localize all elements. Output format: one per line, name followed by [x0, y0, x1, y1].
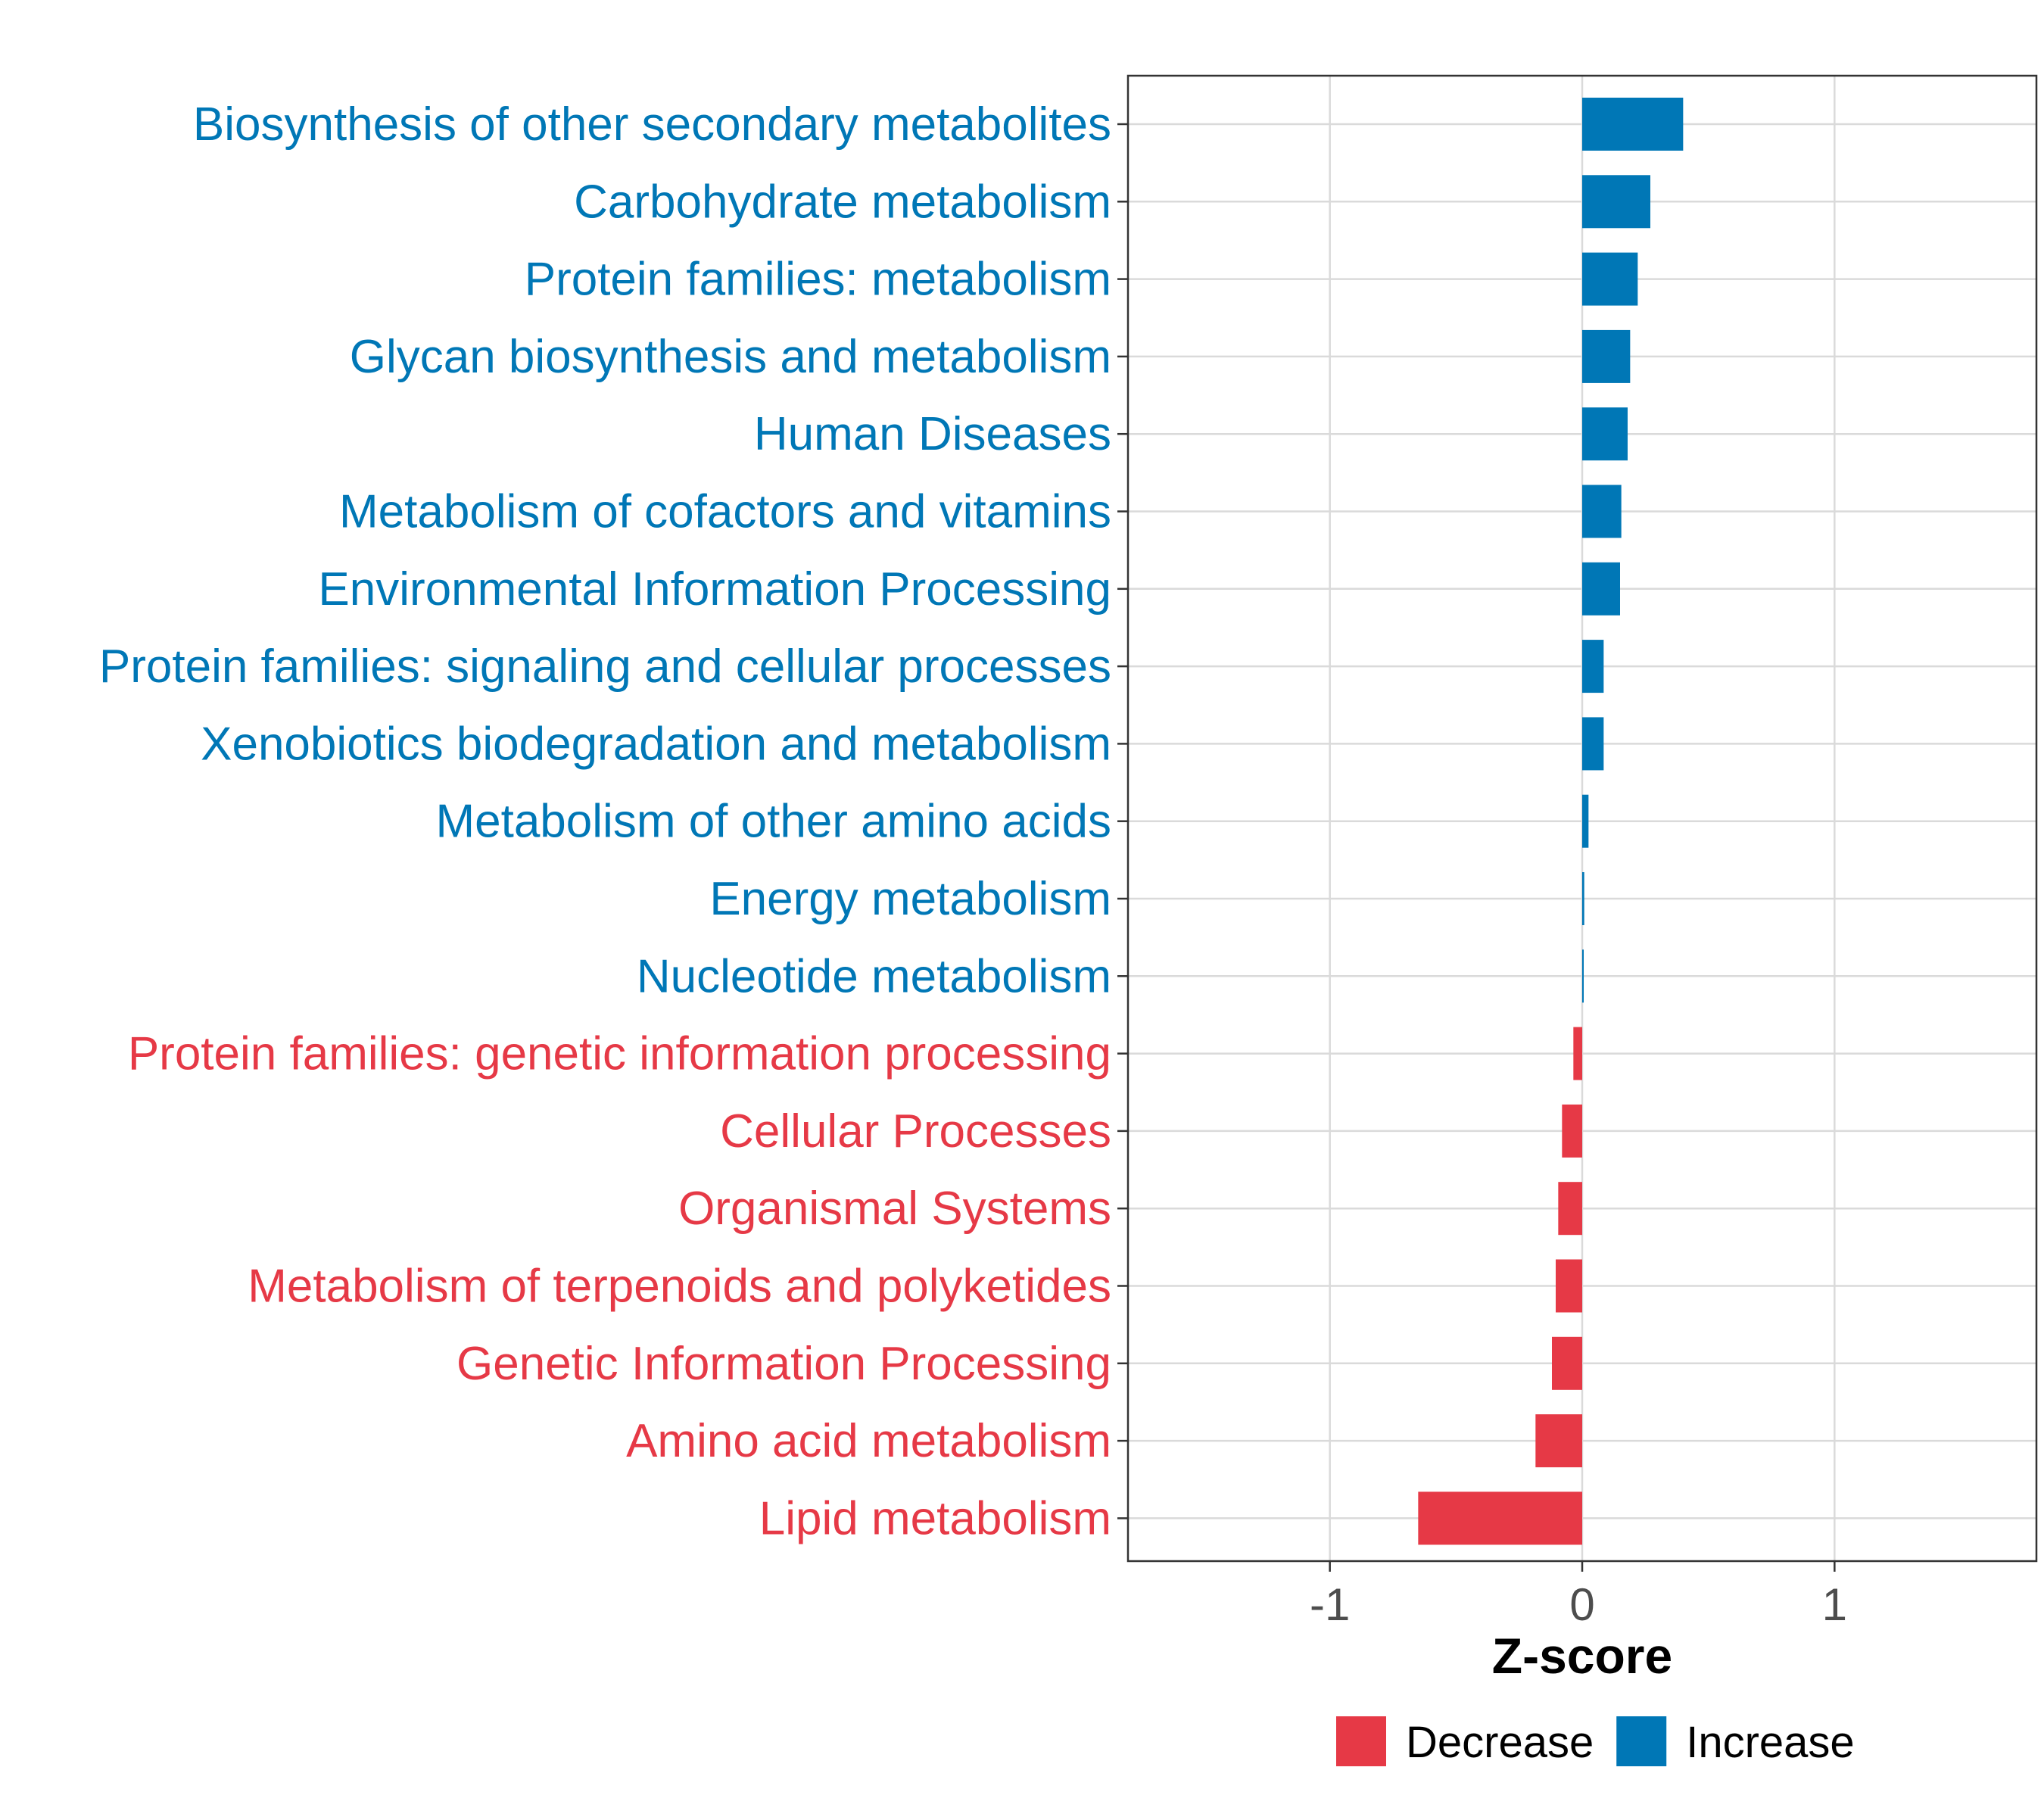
category-label: Xenobiotics biodegradation and metabolis…: [201, 718, 1111, 770]
category-label: Cellular Processes: [720, 1105, 1111, 1158]
y-axis-labels: Biosynthesis of other secondary metaboli…: [99, 98, 1111, 1544]
category-label: Metabolism of other amino acids: [435, 796, 1111, 848]
x-tick-label: 0: [1569, 1579, 1594, 1630]
x-tick-label: 1: [1822, 1579, 1847, 1630]
category-label: Protein families: signaling and cellular…: [99, 640, 1111, 693]
bar: [1582, 949, 1584, 1003]
x-axis-labels: -1 0 1: [1310, 1579, 1847, 1630]
legend-label: Decrease: [1406, 1718, 1594, 1767]
bar: [1582, 329, 1631, 383]
category-label: Organismal Systems: [678, 1183, 1111, 1235]
bar: [1556, 1259, 1582, 1313]
bar: [1573, 1027, 1582, 1080]
category-label: Protein families: metabolism: [525, 254, 1111, 306]
bar: [1582, 407, 1628, 461]
bar: [1535, 1414, 1582, 1468]
bar: [1552, 1336, 1582, 1390]
bar: [1582, 175, 1650, 229]
bar: [1582, 794, 1589, 848]
category-label: Lipid metabolism: [759, 1492, 1111, 1544]
bar: [1582, 485, 1622, 538]
category-label: Protein families: genetic information pr…: [128, 1028, 1111, 1080]
category-label: Glycan biosynthesis and metabolism: [350, 331, 1111, 383]
category-label: Environmental Information Processing: [318, 563, 1111, 616]
category-label: Nucleotide metabolism: [637, 950, 1111, 1002]
category-label: Metabolism of terpenoids and polyketides: [248, 1261, 1111, 1313]
category-label: Energy metabolism: [709, 873, 1111, 925]
x-tick-label: -1: [1310, 1579, 1350, 1630]
legend: Decrease Increase: [1336, 1716, 1855, 1767]
legend-swatch: [1616, 1716, 1667, 1766]
category-label: Biosynthesis of other secondary metaboli…: [193, 98, 1111, 151]
category-label: Genetic Information Processing: [456, 1338, 1111, 1390]
x-axis-ticks: [1329, 1561, 1836, 1572]
y-axis-ticks: [1117, 123, 1128, 1519]
bar: [1558, 1182, 1582, 1236]
legend-swatch: [1336, 1716, 1386, 1766]
category-label: Amino acid metabolism: [626, 1415, 1111, 1467]
bar: [1582, 717, 1604, 771]
bar: [1582, 640, 1604, 693]
bar: [1418, 1491, 1582, 1545]
bar: [1582, 98, 1684, 151]
category-label: Human Diseases: [754, 408, 1111, 460]
bar: [1582, 872, 1584, 925]
legend-label: Increase: [1686, 1718, 1854, 1767]
bars: [1418, 98, 1684, 1545]
bar: [1582, 252, 1638, 306]
bar: [1582, 562, 1620, 616]
bar: [1562, 1104, 1582, 1158]
category-label: Carbohydrate metabolism: [574, 176, 1111, 228]
x-axis-title: Z-score: [1492, 1628, 1672, 1684]
category-label: Metabolism of cofactors and vitamins: [339, 486, 1111, 538]
